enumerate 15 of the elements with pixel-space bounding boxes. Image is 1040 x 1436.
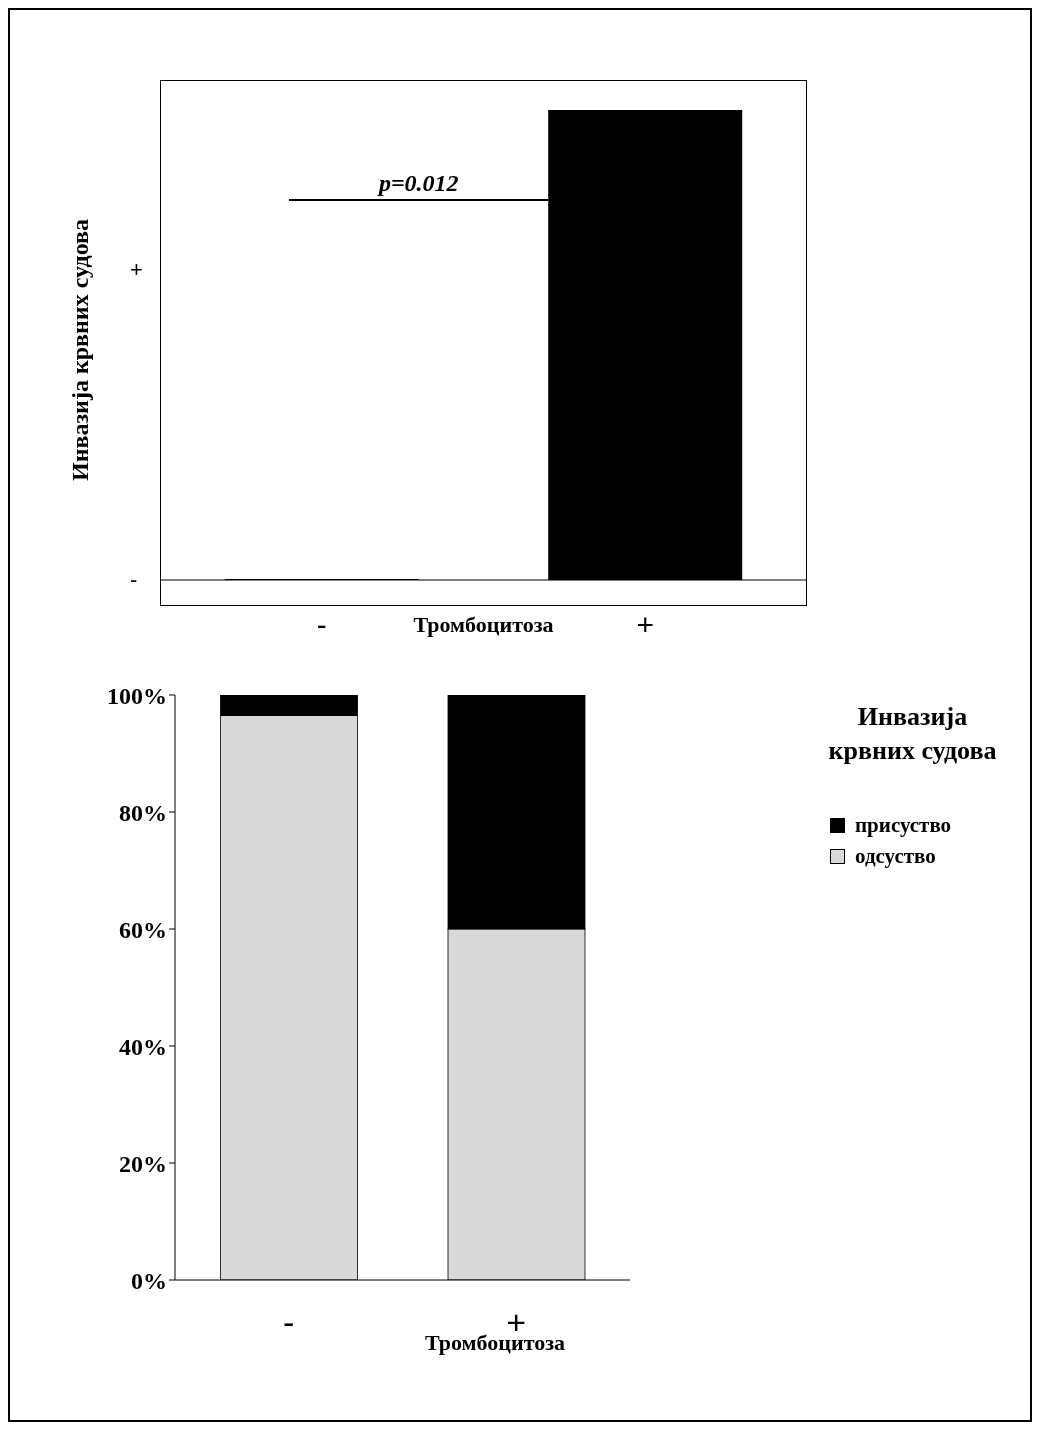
y-axis-title: Инвазија крвних судова (66, 218, 94, 482)
x-axis-title: Тромбоцитоза (424, 1330, 566, 1355)
text: - (130, 566, 138, 594)
legend-label: одсуство (854, 844, 937, 869)
y-tick-label: 80% (119, 799, 167, 826)
x-axis-title: Тромбоцитоза (413, 612, 554, 637)
annotation: p=0.012 (376, 170, 460, 197)
legend-title: Инвазија крвних судова (827, 701, 998, 767)
text: + (130, 255, 143, 284)
y-tick-label: 20% (119, 1150, 167, 1177)
y-tick-label: 40% (119, 1033, 167, 1060)
y-tick-label: 100% (107, 682, 167, 709)
y-tick-label: 0% (131, 1267, 167, 1294)
y-tick-label: 60% (119, 916, 167, 943)
legend-label: присуство (854, 813, 953, 838)
